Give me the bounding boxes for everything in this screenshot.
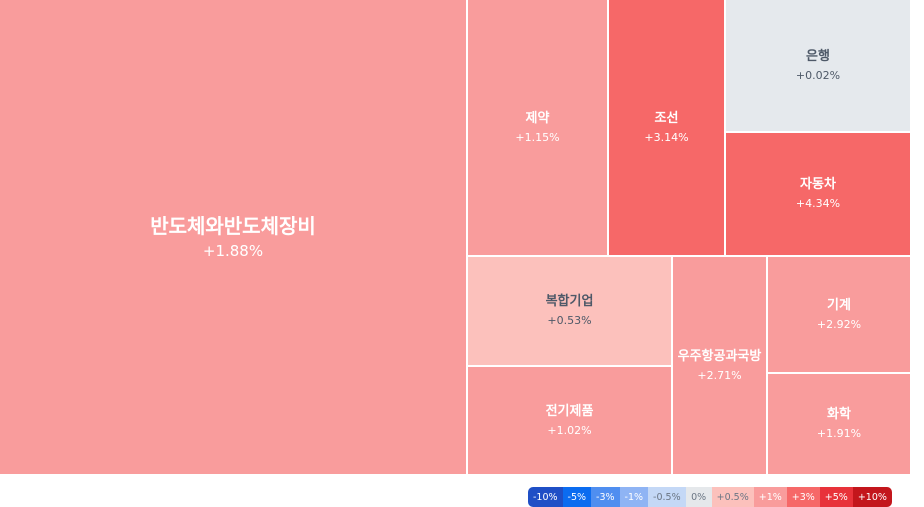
cell-change: +0.02% bbox=[795, 68, 841, 82]
cell-change: +2.92% bbox=[816, 317, 862, 331]
cell-name: 조선 bbox=[654, 110, 679, 126]
cell-name: 복합기업 bbox=[545, 294, 594, 309]
treemap-cell[interactable]: 기계 +2.92% bbox=[768, 257, 910, 372]
cell-change: +1.02% bbox=[547, 423, 592, 437]
legend-swatch: -1% bbox=[619, 487, 649, 507]
cell-name: 화학 bbox=[827, 407, 851, 422]
cell-change: +1.88% bbox=[202, 242, 264, 260]
treemap: 반도체와반도체장비 +1.88% 제약 +1.15% 조선 +3.14% 은행 +0.02% 자… bbox=[0, 0, 910, 474]
treemap-cell[interactable]: 전기제품 +1.02% bbox=[468, 367, 671, 474]
cell-name: 기계 bbox=[827, 297, 851, 313]
treemap-cell[interactable]: 조선 +3.14% bbox=[609, 0, 724, 255]
cell-name: 우주항공과국방 bbox=[677, 348, 762, 364]
legend-swatch: -10% bbox=[528, 487, 563, 507]
cell-change: +3.14% bbox=[644, 130, 689, 144]
cell-name: 은행 bbox=[806, 48, 830, 64]
legend-swatch: +5% bbox=[819, 487, 853, 507]
color-legend: -10% -5% -3% -1% -0.5% 0% +0.5% +1% +3% +5% +10% bbox=[528, 487, 892, 507]
cell-change: +1.15% bbox=[515, 130, 560, 144]
cell-name: 자동차 bbox=[800, 177, 836, 192]
cell-name: 전기제품 bbox=[545, 403, 594, 419]
legend-swatch: +0.5% bbox=[711, 487, 754, 507]
treemap-cell[interactable]: 우주항공과국방 +2.71% bbox=[673, 257, 766, 474]
treemap-cell[interactable]: 화학 +1.91% bbox=[768, 374, 910, 474]
legend-swatch: +10% bbox=[852, 487, 892, 507]
treemap-cell[interactable]: 자동차 +4.34% bbox=[726, 133, 910, 255]
cell-change: +1.91% bbox=[816, 427, 862, 440]
legend-swatch: -3% bbox=[591, 487, 620, 507]
treemap-cell[interactable]: 복합기업 +0.53% bbox=[468, 257, 671, 365]
treemap-cell[interactable]: 반도체와반도체장비 +1.88% bbox=[0, 0, 466, 474]
cell-name: 제약 bbox=[525, 110, 550, 126]
legend-swatch: 0% bbox=[685, 487, 712, 507]
legend-swatch: -0.5% bbox=[648, 487, 686, 507]
cell-change: +4.34% bbox=[795, 197, 841, 210]
treemap-cell[interactable]: 은행 +0.02% bbox=[726, 0, 910, 131]
legend-swatch: +3% bbox=[786, 487, 820, 507]
cell-change: +0.53% bbox=[547, 314, 592, 327]
legend-swatch: +1% bbox=[753, 487, 787, 507]
cell-change: +2.71% bbox=[697, 368, 742, 382]
cell-name: 반도체와반도체장비 bbox=[150, 214, 316, 238]
legend-swatch: -5% bbox=[562, 487, 592, 507]
treemap-cell[interactable]: 제약 +1.15% bbox=[468, 0, 607, 255]
